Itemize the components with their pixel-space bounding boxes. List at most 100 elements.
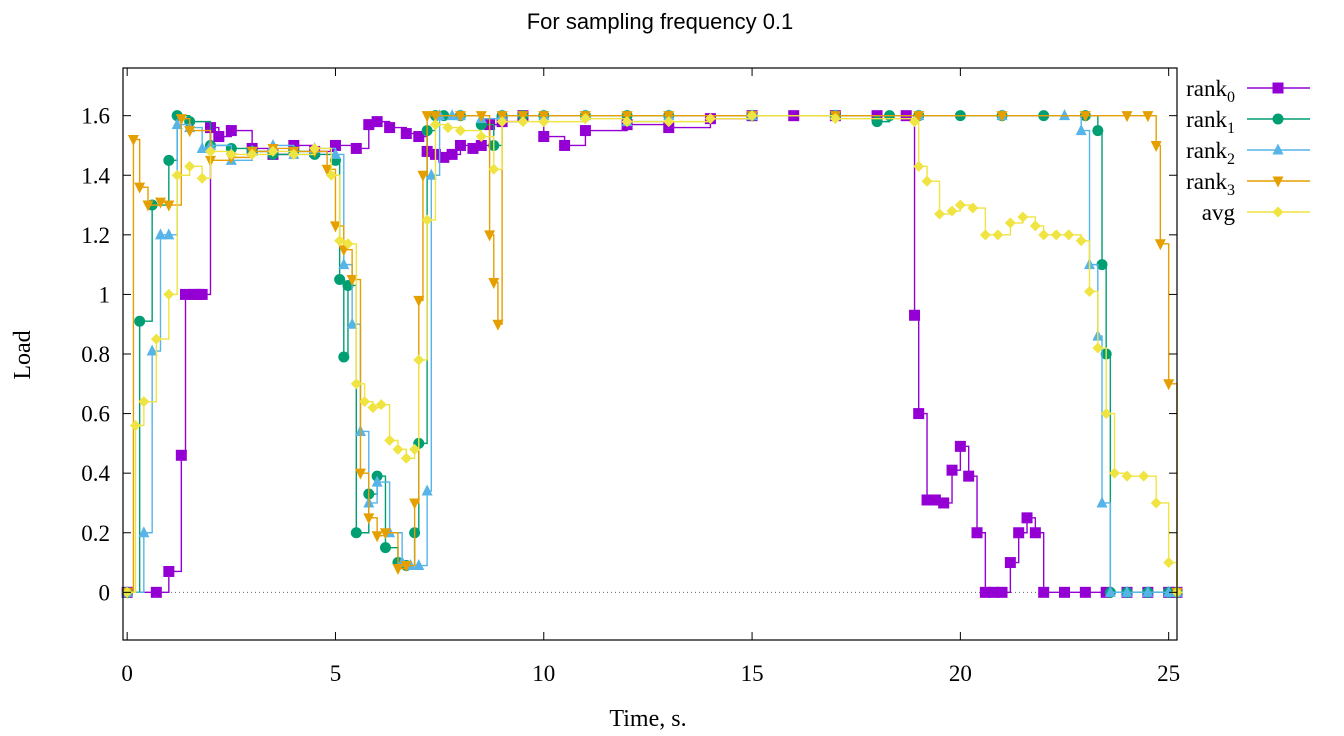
data-point [829,113,841,125]
data-point [363,119,375,131]
data-point [1079,111,1091,123]
data-point [204,145,216,157]
data-point [954,440,966,452]
data-point [475,131,487,143]
data-point [579,113,591,125]
data-point [329,147,341,159]
data-point [150,333,162,345]
data-point [400,452,412,464]
data-point [425,168,437,180]
data-point [979,229,991,241]
data-point [154,197,166,209]
data-point [446,109,458,121]
data-point [1004,217,1016,229]
data-point [996,586,1008,598]
legend-marker [1272,206,1284,218]
data-point [413,131,425,143]
y-tick-label: 1.2 [81,223,110,248]
data-point [154,228,166,240]
y-tick-label: 0.2 [81,521,110,546]
data-point [375,399,387,411]
data-point [225,125,237,137]
series-rank2 [121,109,1183,597]
data-point [1079,586,1091,598]
data-point [146,344,158,356]
data-point [346,275,358,287]
x-tick-label: 10 [532,661,555,686]
data-point [179,288,191,300]
data-point [1038,586,1050,598]
data-point [409,498,421,510]
data-point [963,470,975,482]
data-point [954,199,966,211]
series-line-avg [127,114,1178,594]
data-point [321,164,333,176]
series-line-rank2 [127,114,1177,594]
data-point [371,531,383,543]
data-point [1121,585,1133,597]
data-point [484,230,496,242]
x-tick-label: 5 [330,661,342,686]
data-point [171,169,183,181]
data-point [196,172,208,184]
data-point [1004,557,1016,569]
chart-title: For sampling frequency 0.1 [527,9,794,34]
data-point [384,434,396,446]
data-point [1075,235,1087,247]
data-point [288,148,300,160]
data-point [921,175,933,187]
data-point [946,464,958,476]
data-point [979,586,991,598]
data-point [196,288,208,300]
data-point [421,214,433,226]
data-point [967,202,979,214]
y-tick-label: 0 [99,580,111,605]
data-point [929,494,941,506]
data-point [1154,239,1166,251]
data-point [267,145,279,157]
data-point [454,139,466,151]
data-point [138,526,150,538]
data-point [142,200,154,212]
data-point [909,309,921,321]
data-point [746,110,758,122]
data-point [913,160,925,172]
data-point [134,315,146,327]
data-point [379,528,391,540]
data-point [413,559,425,571]
data-point [913,408,925,420]
data-point [1063,229,1075,241]
data-point [1084,285,1096,297]
data-point [421,111,433,123]
data-point [1021,512,1033,524]
series-avg [121,110,1183,598]
data-point [163,154,175,166]
data-point [1150,497,1162,509]
data-point [350,527,362,539]
data-point [488,278,500,289]
data-point [442,122,454,134]
data-point [1092,342,1104,354]
series-line-rank1 [127,114,1177,594]
data-point [350,378,362,390]
data-point [1092,125,1104,137]
data-point [992,229,1004,241]
data-point [517,116,529,128]
legend-label: rank3 [1186,169,1235,199]
data-point [379,542,391,554]
data-point [413,354,425,366]
data-point [127,135,139,146]
series-rank3 [121,111,1183,599]
series-rank0 [121,110,1183,598]
x-tick-label: 15 [741,661,764,686]
data-point [213,131,225,143]
data-point [138,396,150,408]
y-tick-label: 0.6 [81,402,110,427]
data-point [1017,211,1029,223]
data-point [163,565,175,577]
data-point [1029,220,1041,232]
data-point [329,139,341,151]
y-tick-label: 0.8 [81,342,110,367]
data-point [538,131,550,143]
data-point [988,586,1000,598]
